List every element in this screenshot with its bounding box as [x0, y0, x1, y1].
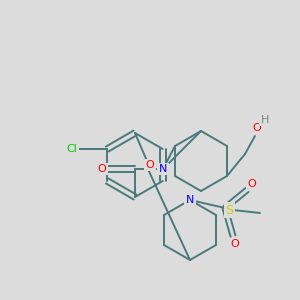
Text: O: O: [146, 160, 154, 170]
Text: O: O: [248, 179, 256, 189]
Text: S: S: [225, 203, 233, 217]
Text: H: H: [261, 115, 269, 125]
Text: O: O: [253, 123, 261, 133]
Text: N: N: [186, 195, 194, 205]
Text: O: O: [98, 164, 106, 174]
Text: Cl: Cl: [67, 144, 78, 154]
Text: O: O: [231, 239, 239, 249]
Text: N: N: [159, 164, 167, 174]
